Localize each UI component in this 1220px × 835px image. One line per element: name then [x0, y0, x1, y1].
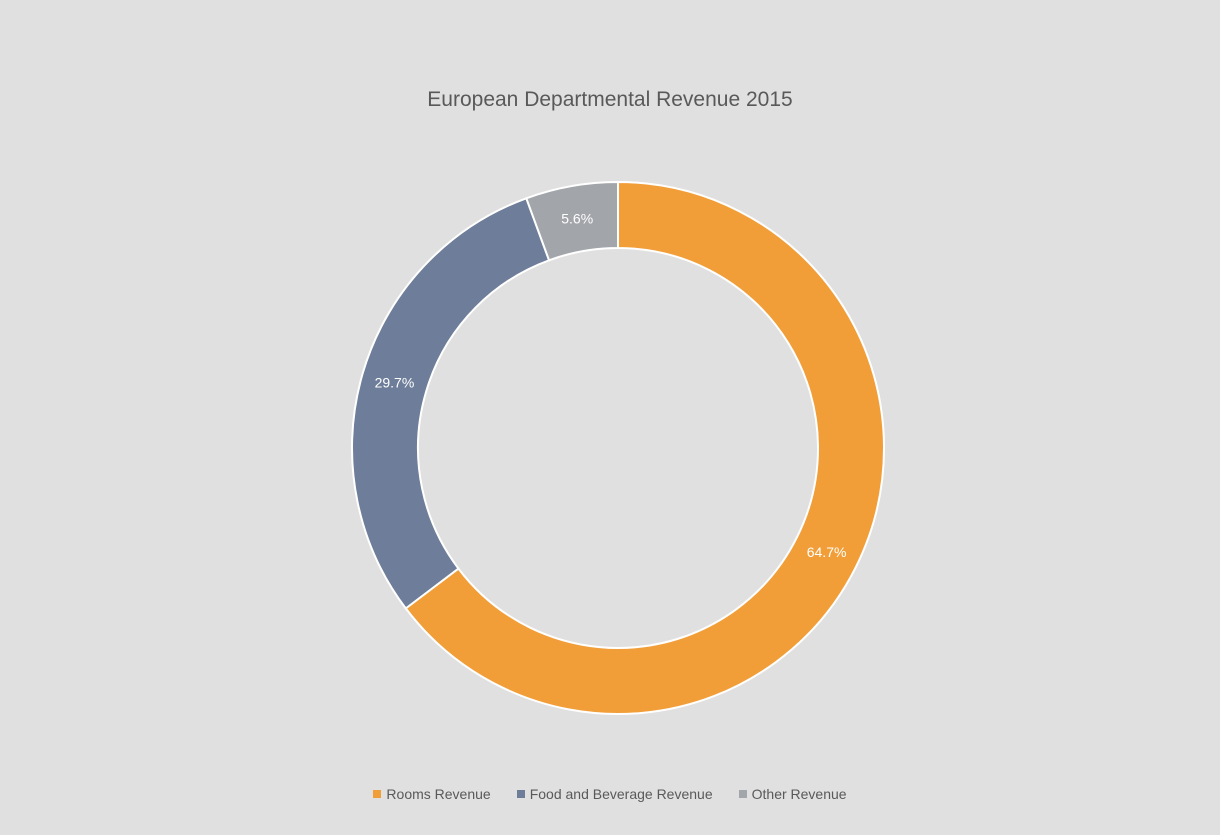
slice-rooms-revenue [404, 180, 885, 715]
legend-label: Other Revenue [751, 786, 847, 802]
slice-other-revenue [525, 180, 619, 262]
chart-title: European Departmental Revenue 2015 [427, 88, 793, 111]
legend: Rooms Revenue Food and Beverage Revenue … [0, 786, 1220, 802]
legend-label: Rooms Revenue [386, 786, 491, 802]
data-label: 64.7% [807, 544, 847, 560]
legend-label: Food and Beverage Revenue [529, 786, 713, 802]
legend-item-rooms: Rooms Revenue [373, 786, 491, 802]
slice-food-beverage-revenue [351, 197, 551, 610]
data-label: 29.7% [375, 374, 415, 390]
legend-swatch [516, 790, 525, 798]
legend-swatch [373, 790, 382, 798]
legend-item-food-beverage: Food and Beverage Revenue [516, 786, 713, 802]
legend-item-other: Other Revenue [738, 786, 847, 802]
data-label: 5.6% [561, 211, 593, 227]
legend-swatch [738, 790, 747, 798]
